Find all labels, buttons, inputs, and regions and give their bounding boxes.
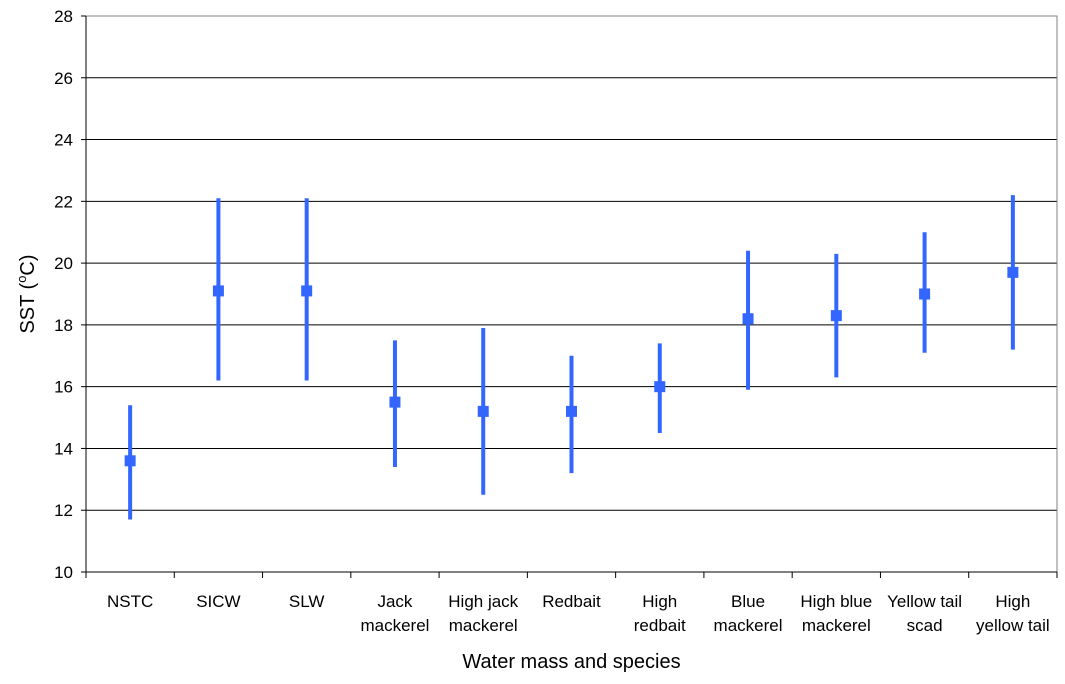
y-axis: 10 12 14 16 18 20 22 24 26 28 [54,7,87,582]
y-tick-label: 16 [54,378,73,397]
mean-marker [654,381,666,393]
x-category-label: High redbait [634,592,686,635]
mean-marker [566,405,577,417]
plot-area-frame [85,15,1058,573]
x-category-label: Redbait [542,592,601,611]
mean-marker [1007,266,1019,278]
y-tick-label: 28 [54,7,73,26]
x-category-label: High blue mackerel [800,592,872,635]
y-tick-label: 14 [54,439,73,458]
y-tick-label: 20 [54,254,73,273]
series-range-markers [124,195,1019,520]
y-tick-label: 18 [54,316,73,335]
y-tick-label: 12 [54,501,73,520]
x-axis-title: Water mass and species [462,651,680,673]
mean-marker [124,455,136,467]
mean-marker [301,285,313,297]
grid-lines [86,15,1057,573]
mean-marker [477,405,489,417]
y-tick-label: 26 [54,69,73,88]
x-category-label: NSTC [107,592,153,611]
y-tick-label: 24 [54,131,73,150]
y-tick-label: 22 [54,192,73,211]
x-axis: NSTC SICW SLW Jack mackerel High jack mackerel… [85,571,1058,635]
x-category-label: SICW [196,592,240,611]
x-category-label: SLW [289,592,325,611]
y-tick-label: 10 [54,563,73,582]
mean-marker [389,396,401,408]
x-category-label: Yellow tail scad [887,592,962,635]
y-axis-title: SST (oC) [14,254,39,333]
mean-marker [742,313,754,325]
x-category-label: Blue mackerel [714,592,783,635]
mean-marker [212,285,224,297]
x-category-label: High yellow tail [976,592,1050,635]
x-category-label: High jack mackerel [448,592,518,635]
mean-marker [919,288,931,300]
mean-marker [830,310,842,322]
x-category-label: Jack mackerel [360,592,429,635]
